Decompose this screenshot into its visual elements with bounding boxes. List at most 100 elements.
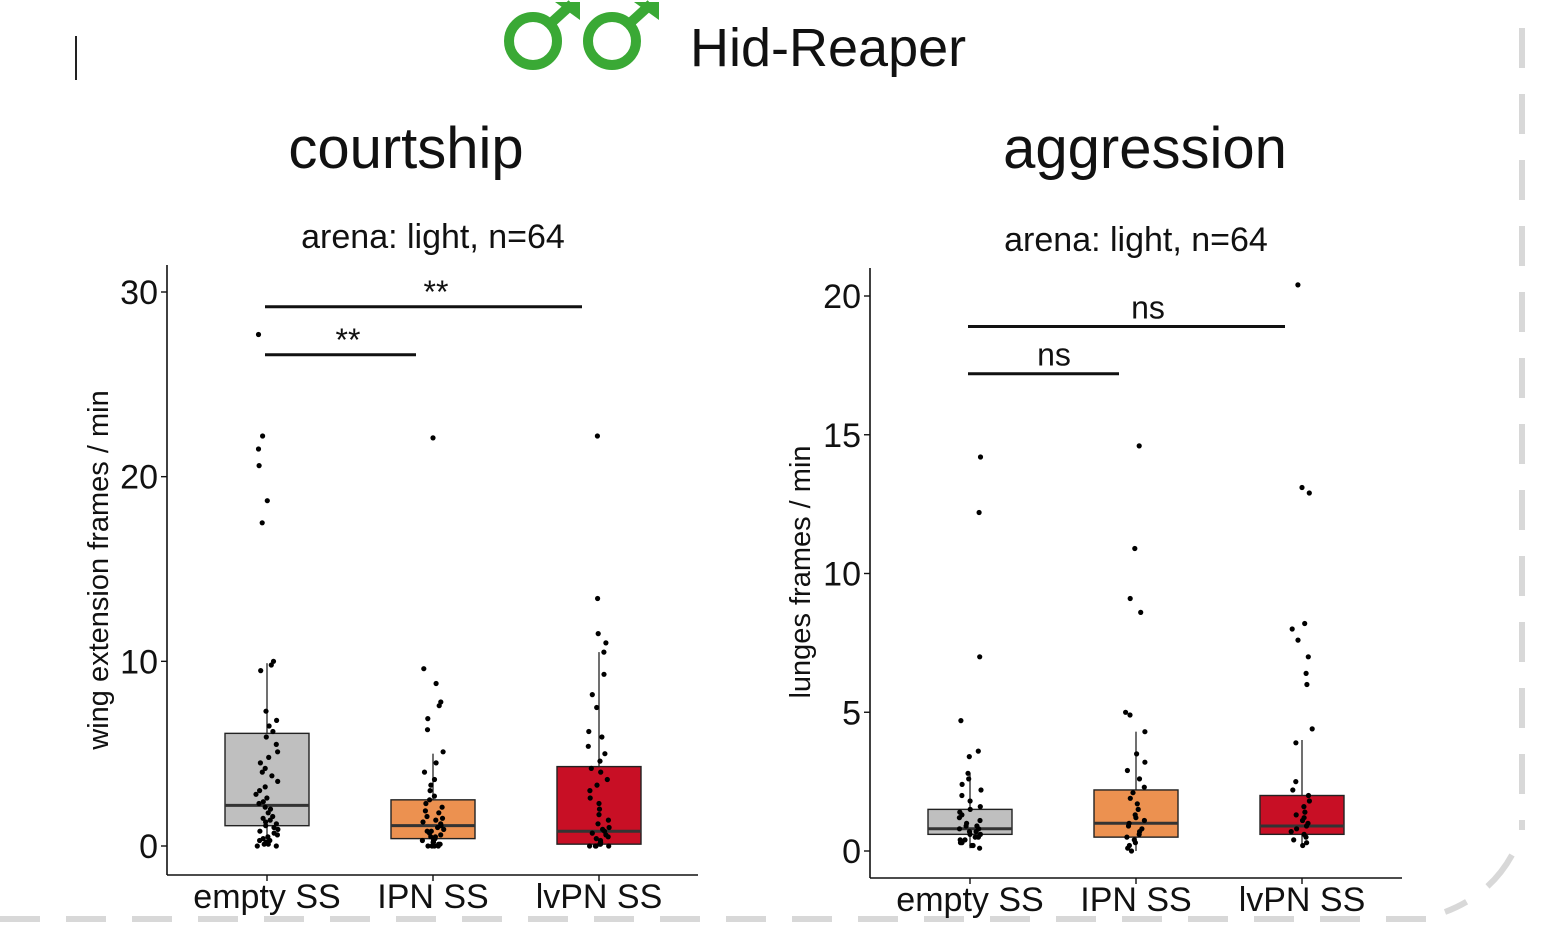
data-point [1127,712,1133,718]
data-point [1305,792,1312,799]
data-point [428,782,434,788]
data-point [264,498,270,504]
chart-title: aggression [1003,116,1287,181]
data-point [255,446,262,452]
data-point [1135,806,1141,813]
data-point [1302,620,1308,627]
data-point [585,743,591,749]
data-point [1139,826,1145,832]
data-point [957,837,963,843]
data-point [588,765,594,772]
data-point [439,804,445,810]
chart-subtitle: arena: light, n=64 [301,218,565,256]
data-point [424,828,430,834]
data-point [957,809,963,815]
data-point [1142,759,1148,765]
data-point [587,843,593,849]
data-point [595,595,601,602]
data-point [1303,670,1309,677]
data-point [594,433,601,439]
data-point [1305,654,1311,660]
data-point [270,658,277,664]
courtship-chart: courtship arena: light, n=64 wing extens… [83,116,698,916]
data-point [596,806,603,812]
data-point [1290,787,1296,793]
y-tick-label: 20 [120,459,158,497]
data-point [271,830,277,836]
data-point [958,718,964,724]
data-point [1123,709,1129,715]
data-point [596,800,602,807]
data-point [966,754,972,760]
data-point [602,751,608,757]
data-point [273,821,279,827]
data-point [595,631,601,637]
data-point [977,654,983,660]
data-point [428,828,434,834]
y-tick-label: 10 [120,643,158,681]
data-point [594,782,600,788]
data-point [438,699,444,705]
data-point [274,717,280,724]
data-point [603,640,609,646]
data-point [977,817,983,824]
data-point [436,841,442,847]
data-point [262,804,268,810]
data-point [964,820,970,826]
data-point [1305,820,1311,826]
data-point [1142,729,1148,735]
y-tick-label: 30 [120,274,158,312]
data-point [431,793,437,799]
data-point [433,760,439,766]
data-point [423,800,429,807]
x-tick-label: lvPN SS [536,878,663,916]
data-point [1124,834,1130,840]
data-point [1126,820,1132,826]
data-point [594,704,600,711]
data-point [265,834,271,840]
y-tick-label: 15 [823,417,861,455]
data-point [1288,829,1294,835]
data-point [966,776,972,782]
data-point [1136,776,1143,782]
data-point [977,831,984,838]
data-point [976,509,982,516]
data-point [259,520,265,526]
data-point [431,776,438,783]
data-point [275,749,281,755]
data-point [273,843,279,849]
data-point [1141,817,1147,824]
data-point [959,792,965,799]
data-point [421,666,427,672]
data-point [263,708,269,714]
data-point [255,331,262,338]
data-point [959,781,965,788]
data-point [595,821,601,827]
data-point [1293,740,1299,746]
data-point [265,810,271,816]
data-point [587,788,593,794]
plot-area: 0 10 20 30 empty SS IPN SS lvPN SS ** ** [120,265,698,916]
data-point [275,778,281,785]
data-point [1127,595,1133,602]
data-point [1293,779,1299,785]
data-point [601,649,607,655]
data-point [439,815,446,821]
data-point [425,716,431,722]
significance-label: ** [336,322,361,358]
data-point [1299,484,1305,491]
data-point [420,819,426,825]
data-point [974,823,980,829]
data-point [1132,812,1138,818]
data-point [967,798,973,804]
data-point [253,791,259,797]
data-point [1301,815,1307,821]
data-point [1295,637,1301,643]
chart-subtitle: arena: light, n=64 [1004,221,1268,259]
data-point [424,727,431,733]
data-point [1301,831,1307,838]
data-point [275,826,281,833]
data-point [1309,726,1315,732]
data-point [1289,626,1295,632]
